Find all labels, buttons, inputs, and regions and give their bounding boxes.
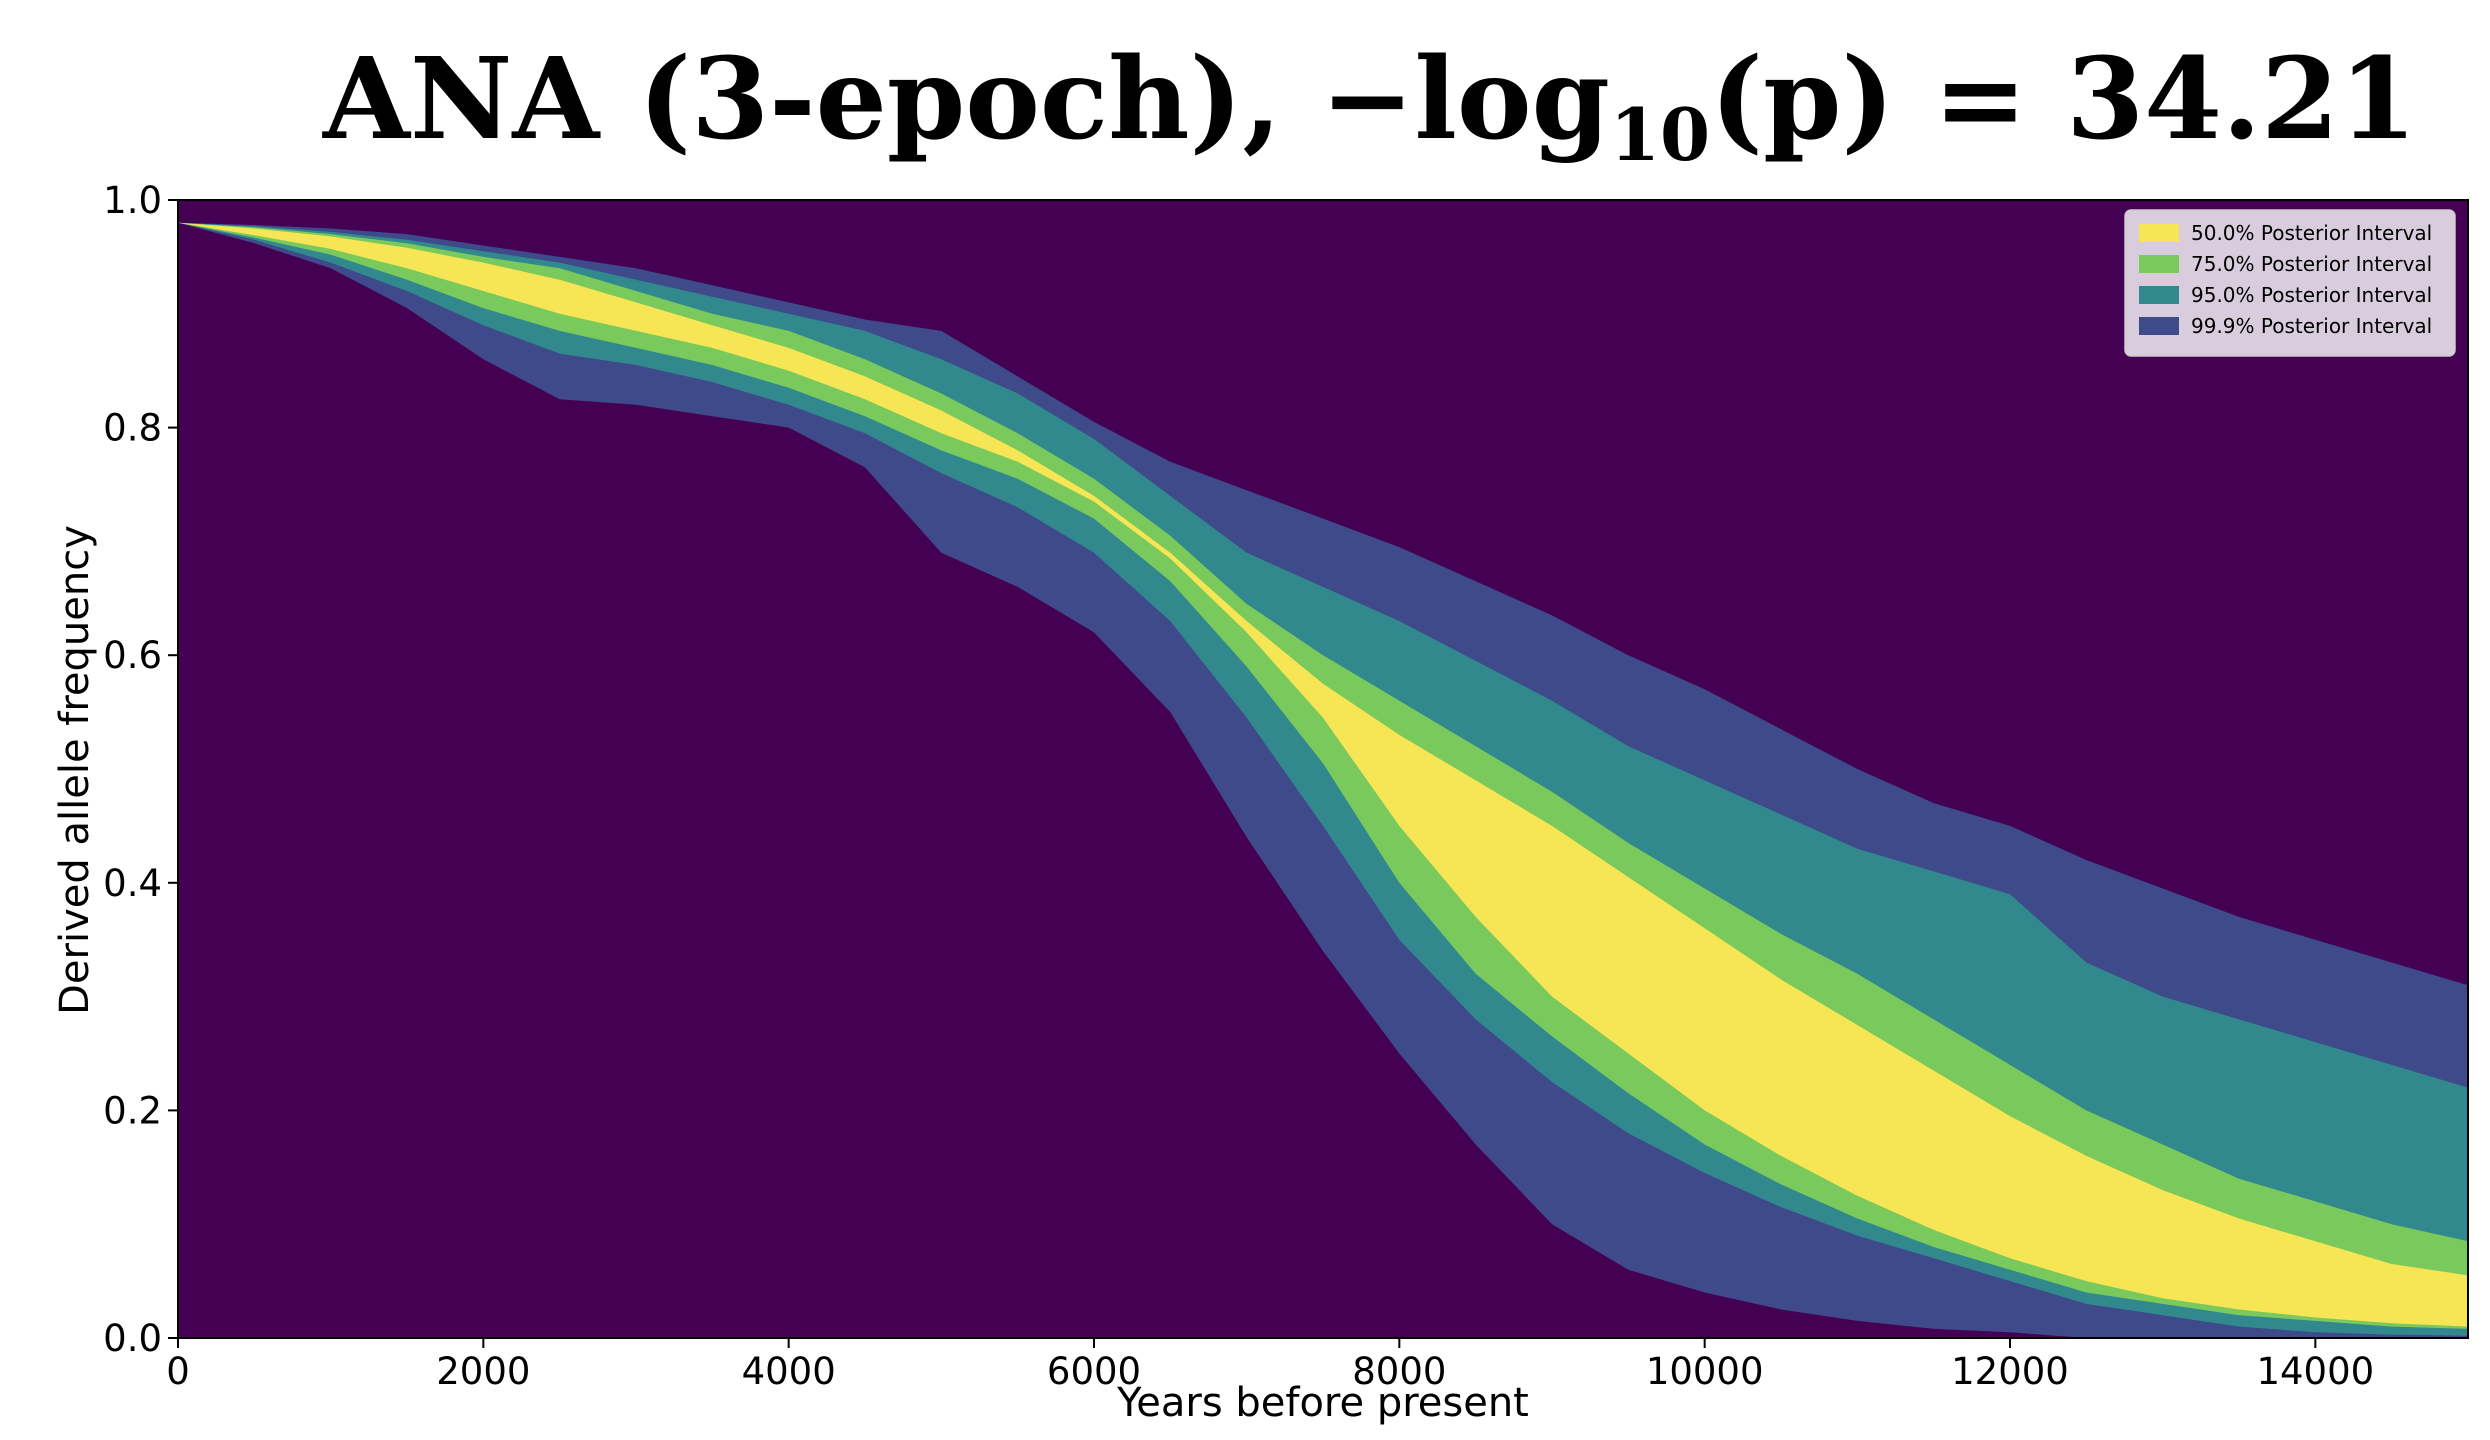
x-tick-label: 4000 xyxy=(742,1350,836,1393)
x-tick-label: 0 xyxy=(166,1350,190,1393)
chart-title: ANA (3-epoch), −log10(p) = 34.21 xyxy=(322,34,2417,177)
y-tick-label: 0.0 xyxy=(103,1317,162,1360)
x-axis: 0 2000 4000 6000 8000 10000 12000 14000 xyxy=(166,1338,2374,1393)
y-axis-label: Derived allele frequency xyxy=(52,525,98,1015)
x-tick-label: 2000 xyxy=(436,1350,530,1393)
chart-title-suffix: (p) = 34.21 xyxy=(1710,34,2417,165)
legend-swatch xyxy=(2139,255,2179,273)
legend-label: 50.0% Posterior Interval xyxy=(2191,221,2432,245)
legend-label: 75.0% Posterior Interval xyxy=(2191,252,2432,276)
x-tick-label: 10000 xyxy=(1646,1350,1764,1393)
y-tick-label: 1.0 xyxy=(103,179,162,222)
legend-label: 95.0% Posterior Interval xyxy=(2191,283,2432,307)
y-tick-label: 0.8 xyxy=(103,407,162,450)
y-tick-label: 0.4 xyxy=(103,862,162,905)
band-50-0 xyxy=(178,222,2468,1327)
legend-label: 99.9% Posterior Interval xyxy=(2191,314,2432,338)
legend-swatch xyxy=(2139,317,2179,335)
chart-title-subscript: 10 xyxy=(1610,92,1710,177)
x-tick-label: 6000 xyxy=(1047,1350,1141,1393)
x-tick-label: 8000 xyxy=(1352,1350,1446,1393)
x-axis-label: Years before present xyxy=(1116,1380,1529,1426)
x-tick-label: 14000 xyxy=(2256,1350,2374,1393)
legend-swatch xyxy=(2139,286,2179,304)
y-tick-label: 0.2 xyxy=(103,1089,162,1132)
legend-swatch xyxy=(2139,224,2179,242)
plot-area xyxy=(177,199,2469,1339)
x-tick-label: 12000 xyxy=(1951,1350,2069,1393)
legend-box xyxy=(2124,209,2456,357)
chart-title-prefix: ANA (3-epoch), −log xyxy=(322,34,1610,165)
y-axis: 0.0 0.2 0.4 0.6 0.8 1.0 xyxy=(103,179,178,1360)
legend: 50.0% Posterior Interval 75.0% Posterior … xyxy=(2124,209,2456,357)
plot-frame xyxy=(177,199,2469,1339)
y-tick-label: 0.6 xyxy=(103,634,162,677)
